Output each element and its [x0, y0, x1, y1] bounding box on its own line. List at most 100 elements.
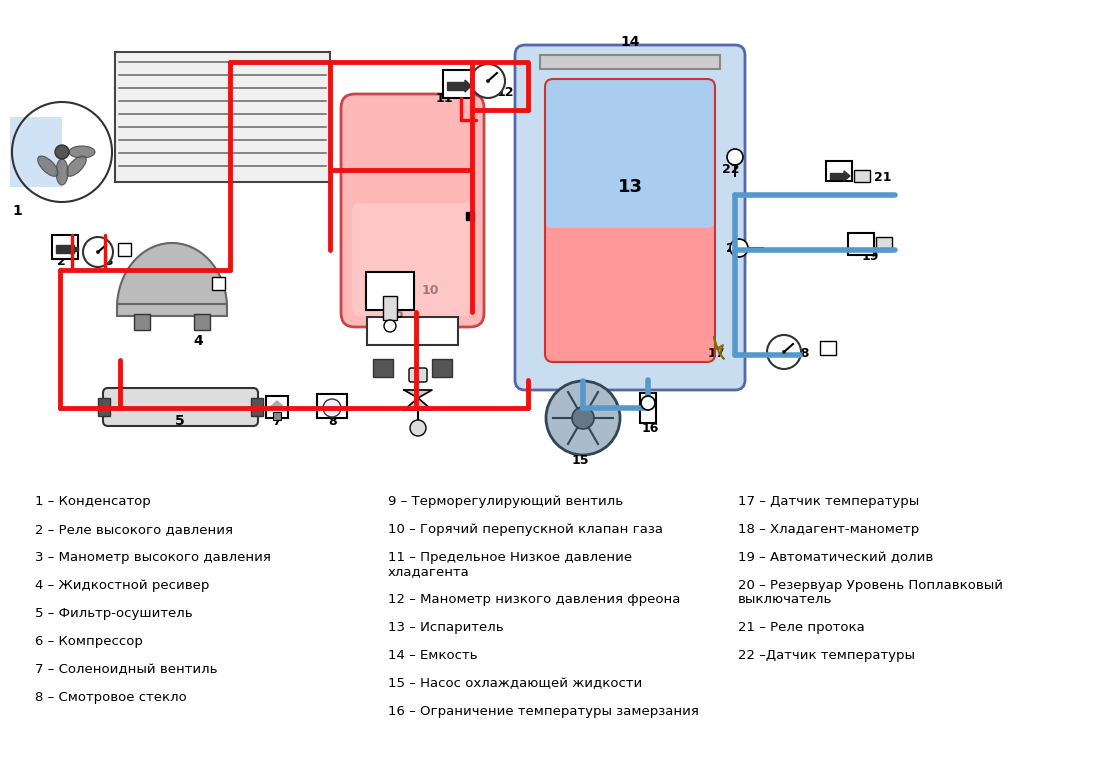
Ellipse shape — [56, 159, 68, 185]
Circle shape — [384, 320, 396, 332]
Text: 15: 15 — [572, 454, 590, 467]
Bar — [52, 235, 77, 259]
Bar — [266, 396, 288, 418]
Text: 7 – Соленоидный вентиль: 7 – Соленоидный вентиль — [35, 663, 217, 676]
Text: 22 –Датчик температуры: 22 –Датчик температуры — [738, 649, 915, 662]
Bar — [373, 359, 393, 377]
FancyBboxPatch shape — [352, 203, 473, 316]
Bar — [826, 161, 852, 181]
Text: 12: 12 — [497, 86, 515, 99]
Text: 2 – Реле высокого давления: 2 – Реле высокого давления — [35, 523, 232, 536]
Bar — [820, 341, 836, 355]
Circle shape — [767, 335, 801, 369]
Text: 10 – Горячий перепускной клапан газа: 10 – Горячий перепускной клапан газа — [387, 523, 663, 536]
Text: 18: 18 — [793, 347, 810, 360]
Text: 22: 22 — [722, 163, 739, 176]
Text: 21 – Реле протока: 21 – Реле протока — [738, 621, 865, 634]
Bar — [273, 412, 281, 420]
Polygon shape — [447, 82, 465, 90]
Text: 6 – Компрессор: 6 – Компрессор — [35, 635, 143, 648]
Circle shape — [486, 79, 490, 83]
Text: 1: 1 — [12, 204, 22, 218]
Text: 19 – Автоматический долив: 19 – Автоматический долив — [738, 551, 933, 564]
Circle shape — [727, 149, 743, 165]
Text: 17: 17 — [708, 347, 725, 360]
FancyBboxPatch shape — [515, 45, 745, 390]
Ellipse shape — [66, 156, 86, 176]
Circle shape — [55, 145, 69, 159]
Text: 10: 10 — [422, 284, 439, 297]
Bar — [317, 394, 346, 418]
Polygon shape — [830, 173, 844, 179]
Circle shape — [641, 396, 655, 410]
Bar — [853, 170, 870, 182]
Bar — [368, 317, 458, 345]
Text: 3 – Манометр высокого давления: 3 – Манометр высокого давления — [35, 551, 271, 564]
Text: 2: 2 — [56, 255, 65, 268]
Bar — [383, 296, 397, 320]
Ellipse shape — [69, 146, 95, 158]
Text: 9: 9 — [414, 423, 423, 436]
Text: 9 – Терморегулирующий вентиль: 9 – Терморегулирующий вентиль — [387, 495, 623, 508]
FancyBboxPatch shape — [341, 94, 484, 327]
FancyBboxPatch shape — [408, 368, 427, 382]
Bar — [848, 233, 875, 255]
Polygon shape — [56, 245, 74, 253]
Bar — [118, 243, 131, 256]
Text: 5: 5 — [175, 414, 185, 428]
Bar — [99, 398, 110, 416]
Bar — [117, 304, 227, 316]
Bar — [366, 272, 414, 310]
Bar — [876, 237, 892, 251]
Circle shape — [572, 407, 594, 429]
Bar — [251, 398, 263, 416]
Text: 3: 3 — [104, 255, 113, 268]
Text: 18 – Хладагент-манометр: 18 – Хладагент-манометр — [738, 523, 919, 536]
Text: выключатель: выключатель — [738, 593, 832, 606]
Text: 11 – Предельное Низкое давление: 11 – Предельное Низкое давление — [387, 551, 632, 564]
Text: 15 – Насос охлаждающей жидкости: 15 – Насос охлаждающей жидкости — [387, 677, 642, 690]
Text: 13 – Испаритель: 13 – Испаритель — [387, 621, 504, 634]
Bar — [213, 277, 225, 290]
FancyBboxPatch shape — [545, 213, 715, 362]
Circle shape — [96, 250, 100, 254]
Polygon shape — [269, 401, 284, 408]
Text: 14 – Емкость: 14 – Емкость — [387, 649, 477, 662]
Text: 20 – Резервуар Уровень Поплавковый: 20 – Резервуар Уровень Поплавковый — [738, 579, 1003, 592]
Bar — [466, 212, 474, 220]
Bar — [194, 314, 210, 330]
Text: 19: 19 — [862, 250, 879, 263]
Polygon shape — [844, 171, 850, 181]
FancyBboxPatch shape — [545, 79, 715, 228]
Text: хладагента: хладагента — [387, 565, 469, 578]
Text: 13: 13 — [618, 178, 642, 196]
Text: 12 – Манометр низкого давления фреона: 12 – Манометр низкого давления фреона — [387, 593, 681, 606]
Text: 17 – Датчик температуры: 17 – Датчик температуры — [738, 495, 919, 508]
Polygon shape — [714, 337, 724, 359]
Text: 16 – Ограничение температуры замерзания: 16 – Ограничение температуры замерзания — [387, 705, 699, 718]
Ellipse shape — [38, 156, 58, 176]
Circle shape — [323, 399, 341, 417]
Text: 21: 21 — [875, 171, 891, 184]
Text: 4 – Жидкостной ресивер: 4 – Жидкостной ресивер — [35, 579, 209, 592]
Polygon shape — [117, 243, 227, 308]
Circle shape — [782, 350, 786, 354]
Text: 16: 16 — [642, 422, 660, 435]
Circle shape — [546, 381, 620, 455]
Text: 8: 8 — [328, 415, 337, 428]
Circle shape — [730, 239, 748, 257]
Text: 1 – Конденсатор: 1 – Конденсатор — [35, 495, 151, 508]
FancyBboxPatch shape — [103, 388, 258, 426]
Bar — [540, 55, 720, 69]
Polygon shape — [404, 390, 432, 398]
Text: 7: 7 — [272, 415, 281, 428]
Text: 20: 20 — [726, 242, 744, 255]
Text: 8 – Смотровое стекло: 8 – Смотровое стекло — [35, 691, 187, 704]
Circle shape — [470, 64, 505, 98]
Circle shape — [410, 420, 426, 436]
Circle shape — [83, 237, 113, 267]
Bar — [432, 359, 452, 377]
Bar — [115, 52, 330, 182]
Text: 6: 6 — [393, 307, 403, 321]
Text: 14: 14 — [620, 35, 640, 49]
